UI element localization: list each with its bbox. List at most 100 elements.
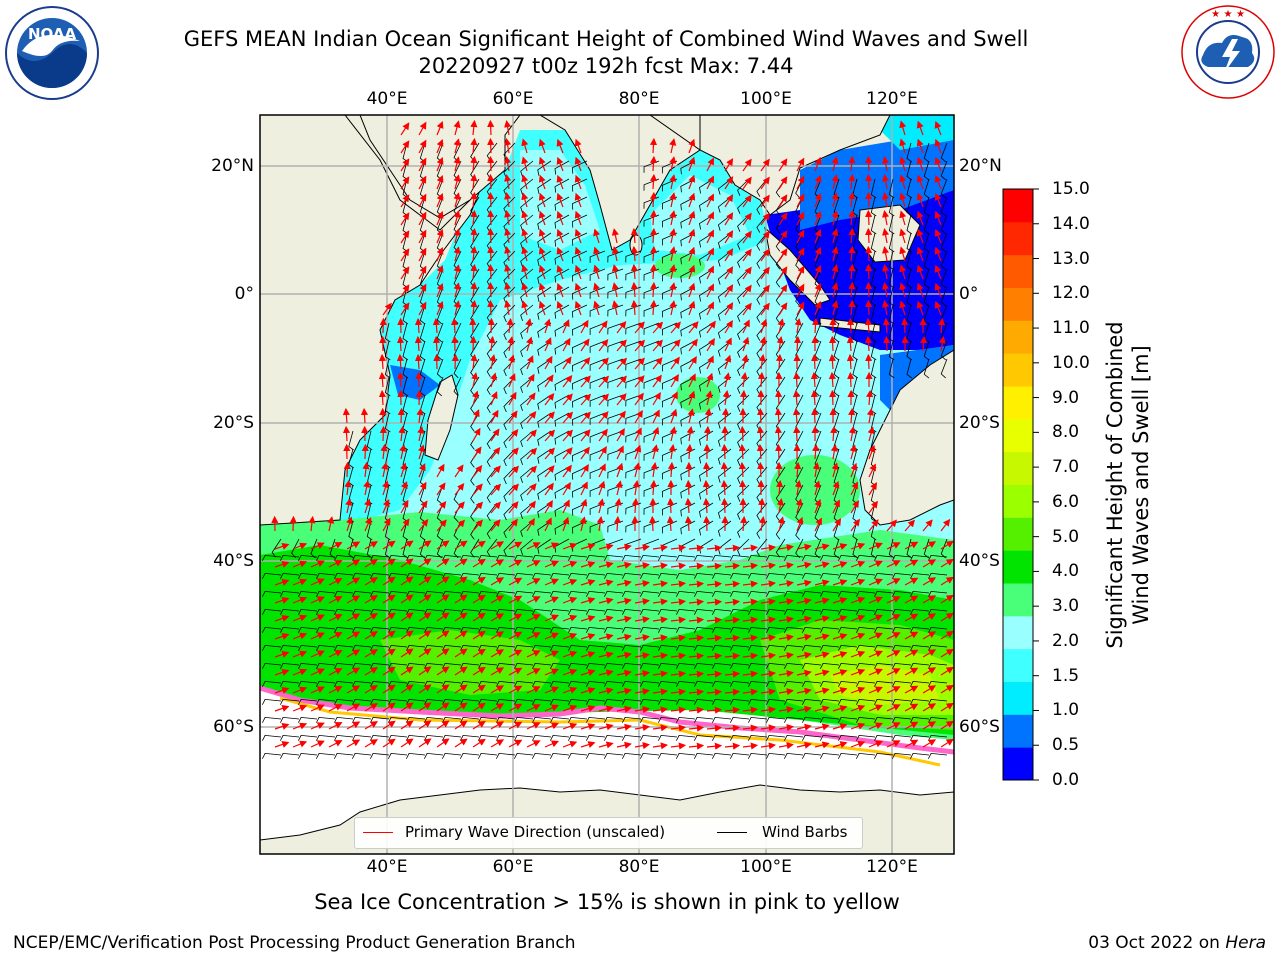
wave-direction-arrow [778,212,788,226]
wave-direction-arrow [778,176,788,190]
wave-direction-arrow [899,156,907,172]
wave-direction-arrow [705,390,713,406]
wind-barb [554,160,570,175]
wave-direction-arrow [828,371,836,388]
wave-direction-arrow [362,461,370,478]
wave-direction-arrow [400,481,408,496]
wave-direction-arrow [574,156,582,172]
wave-direction-arrow [776,498,784,514]
wave-direction-arrow [831,300,839,316]
wave-direction-arrow [344,479,352,496]
wave-direction-arrow [472,501,484,514]
wind-barb [923,178,930,199]
wind-barb [537,268,552,284]
wave-direction-arrow [521,138,529,154]
wave-direction-arrow [504,228,512,244]
wind-barb [520,538,534,556]
wave-direction-arrow [630,263,638,280]
wave-direction-arrow [649,263,658,280]
wave-direction-arrow [724,248,734,262]
wave-direction-arrow [634,321,645,334]
wave-direction-arrow [414,317,423,334]
wave-direction-arrow [720,443,729,460]
wave-direction-arrow [616,357,628,370]
wave-direction-arrow [630,245,638,262]
wind-barb [888,268,895,289]
wave-direction-arrow [400,230,410,244]
wave-direction-arrow [757,371,766,388]
wave-direction-arrow [521,228,529,244]
wave-direction-arrow [436,540,450,550]
wave-direction-arrow [400,248,410,262]
wave-direction-arrow [382,480,389,496]
wave-direction-arrow [487,281,495,298]
wind-barb [568,554,588,561]
wind-barb [520,412,534,430]
wind-barb [572,232,588,246]
wave-direction-arrow [848,155,856,172]
wave-direction-arrow [470,353,478,370]
wave-direction-arrow [580,481,588,496]
wave-direction-arrow [828,353,836,370]
wave-direction-arrow [934,174,942,190]
wind-barb [775,538,786,558]
map-title: GEFS MEAN Indian Ocean Significant Heigh… [183,27,1029,51]
wind-barb [384,520,391,541]
wave-direction-arrow [538,156,546,172]
lon-tick-top: 120°E [866,89,918,109]
wind-barb [676,554,696,561]
wind-barb [802,554,822,561]
wave-direction-arrow [453,264,461,280]
lat-tick-right: 60°S [959,717,1000,737]
legend: Primary Wave Direction (unscaled) Wind B… [354,817,863,849]
wave-direction-arrow [776,335,784,352]
wave-direction-arrow [487,119,495,136]
wave-direction-arrow [396,371,405,388]
wave-direction-arrow [810,371,818,388]
wave-direction-arrow [778,266,788,280]
wind-barb [680,340,696,355]
wave-direction-arrow [454,482,465,496]
wind-barb [572,304,588,318]
wave-direction-arrow [417,426,425,442]
wave-direction-arrow [882,246,890,262]
wave-direction-arrow [796,193,805,208]
wave-direction-arrow [760,544,777,552]
wave-direction-arrow [308,515,316,532]
wave-direction-arrow [363,480,371,496]
wave-direction-arrow [562,464,572,478]
colorbar-label-line: Wind Waves and Swell [m] [1129,345,1153,625]
wave-direction-arrow [760,194,770,208]
wave-direction-arrow [487,245,495,262]
wave-direction-arrow [811,317,820,334]
wave-direction-arrow [470,263,478,280]
sumatra [764,226,831,306]
madagascar [424,374,459,461]
wave-direction-arrow [865,281,873,298]
colorbar-swatch [1003,681,1033,715]
wave-direction-arrow [538,228,546,244]
map-subtitle-run: 20220927 t00z 192h fcst Max: 7.44 [418,54,794,78]
wave-direction-arrow [865,263,873,280]
wind-barb [280,572,300,579]
wave-direction-arrow [865,227,873,244]
wave-direction-arrow [670,391,678,406]
wind-barb [503,466,516,485]
wave-direction-arrow [616,375,627,388]
wave-direction-arrow [688,300,696,316]
wave-direction-arrow [668,443,676,460]
wave-direction-arrow [831,228,839,244]
wave-direction-arrow [418,265,427,280]
wind-barb [537,466,552,482]
wind-barb [370,554,390,561]
wave-direction-arrow [616,427,625,442]
wind-barb [906,250,913,271]
wave-direction-arrow [867,426,875,442]
wave-direction-arrow [684,515,692,532]
wave-direction-arrow [882,282,890,298]
wave-direction-arrow [580,411,591,424]
wave-direction-arrow [702,479,710,496]
wave-direction-arrow [723,372,731,388]
wind-barb [554,250,570,265]
wind-barb [436,358,444,379]
